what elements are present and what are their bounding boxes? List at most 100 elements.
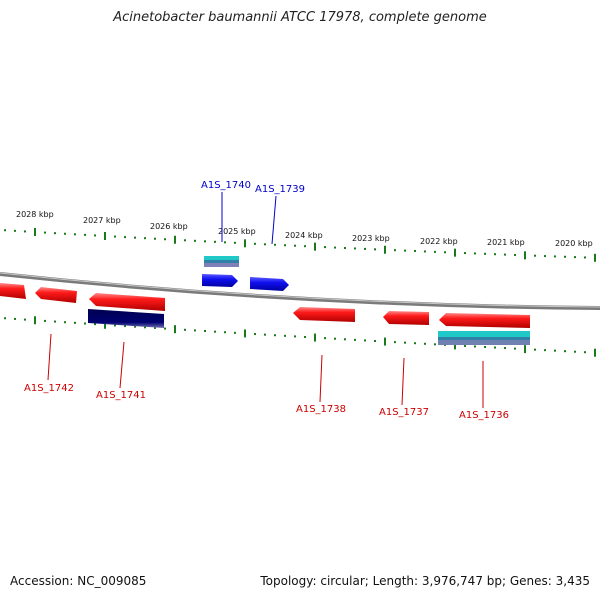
minor-tick xyxy=(374,248,376,251)
minor-tick xyxy=(134,236,136,239)
leader-line xyxy=(401,357,405,406)
gene-arrow-a1s-1739[interactable] xyxy=(250,277,289,291)
minor-tick xyxy=(324,337,326,340)
kbp-label: 2023 kbp xyxy=(352,234,390,243)
minor-tick xyxy=(4,317,6,320)
gene-label-a1s-1742[interactable]: A1S_1742 xyxy=(24,383,74,394)
minor-tick xyxy=(324,246,326,249)
gene-arrow-a1s-1736[interactable] xyxy=(439,313,530,328)
minor-tick xyxy=(404,341,406,344)
minor-tick xyxy=(564,350,566,353)
minor-tick xyxy=(274,334,276,337)
major-tick xyxy=(524,345,526,354)
gene-label-a1s-1739[interactable]: A1S_1739 xyxy=(255,184,305,195)
minor-tick xyxy=(494,253,496,256)
feature-cyan-bottom[interactable] xyxy=(438,331,530,345)
minor-tick xyxy=(204,330,206,333)
minor-tick xyxy=(294,244,296,247)
minor-tick xyxy=(74,321,76,324)
minor-tick xyxy=(194,239,196,242)
minor-tick xyxy=(4,229,6,232)
leader-line xyxy=(47,333,52,381)
minor-tick xyxy=(64,321,66,324)
minor-tick xyxy=(224,241,226,244)
feature-cyan-top[interactable] xyxy=(204,256,239,267)
minor-tick xyxy=(584,256,586,259)
minor-tick xyxy=(404,249,406,252)
gene-label-a1s-1741[interactable]: A1S_1741 xyxy=(96,390,146,401)
minor-tick xyxy=(254,242,256,245)
minor-tick xyxy=(374,339,376,342)
minor-tick xyxy=(364,247,366,250)
gene-arrow-a1s-1742[interactable] xyxy=(35,287,77,303)
gene-arrow-left-edge[interactable] xyxy=(0,283,26,299)
minor-tick xyxy=(484,252,486,255)
minor-tick xyxy=(124,236,126,239)
minor-tick xyxy=(154,326,156,329)
gene-arrow-a1s-1740[interactable] xyxy=(202,274,238,287)
minor-tick xyxy=(144,326,146,329)
kbp-label: 2028 kbp xyxy=(16,210,54,219)
minor-tick xyxy=(94,323,96,326)
minor-tick xyxy=(184,328,186,331)
minor-tick xyxy=(534,348,536,351)
minor-tick xyxy=(114,235,116,238)
minor-tick xyxy=(274,243,276,246)
minor-tick xyxy=(344,247,346,250)
minor-tick xyxy=(494,346,496,349)
major-tick xyxy=(384,337,386,346)
minor-tick xyxy=(214,240,216,243)
minor-tick xyxy=(434,250,436,253)
major-tick xyxy=(594,348,596,357)
minor-tick xyxy=(184,239,186,242)
minor-tick xyxy=(44,319,46,322)
major-tick xyxy=(34,316,36,325)
minor-tick xyxy=(304,245,306,248)
minor-tick xyxy=(284,244,286,247)
minor-tick xyxy=(554,255,556,258)
major-tick xyxy=(384,245,386,254)
gene-label-a1s-1737[interactable]: A1S_1737 xyxy=(379,407,429,418)
kbp-label: 2022 kbp xyxy=(420,237,458,246)
minor-tick xyxy=(224,331,226,334)
gene-arrow-a1s-1738[interactable] xyxy=(293,307,355,322)
minor-tick xyxy=(254,333,256,336)
genome-backbone-highlight xyxy=(0,272,600,308)
gene-label-a1s-1736[interactable]: A1S_1736 xyxy=(459,410,509,421)
gene-label-a1s-1738[interactable]: A1S_1738 xyxy=(296,404,346,415)
major-tick xyxy=(314,333,316,342)
kbp-label: 2020 kbp xyxy=(555,239,593,248)
minor-tick xyxy=(544,349,546,352)
minor-tick xyxy=(514,347,516,350)
kbp-label: 2024 kbp xyxy=(285,231,323,240)
minor-tick xyxy=(164,327,166,330)
minor-tick xyxy=(144,237,146,240)
major-tick xyxy=(174,235,176,244)
gene-label-a1s-1740[interactable]: A1S_1740 xyxy=(201,180,251,191)
minor-tick xyxy=(14,317,16,320)
leader-line xyxy=(119,341,125,389)
minor-tick xyxy=(414,250,416,253)
minor-tick xyxy=(364,339,366,342)
minor-tick xyxy=(574,256,576,259)
gene-arrow-a1s-1737[interactable] xyxy=(383,311,429,325)
minor-tick xyxy=(414,342,416,345)
minor-tick xyxy=(514,253,516,256)
minor-tick xyxy=(294,335,296,338)
minor-tick xyxy=(544,255,546,258)
feature-navy[interactable] xyxy=(88,309,164,328)
kbp-label: 2021 kbp xyxy=(487,238,525,247)
minor-tick xyxy=(484,346,486,349)
major-tick xyxy=(454,341,456,350)
minor-tick xyxy=(84,233,86,236)
minor-tick xyxy=(424,342,426,345)
gene-arrow-a1s-1741[interactable] xyxy=(89,293,165,311)
upper-tick-track xyxy=(4,228,596,262)
minor-tick xyxy=(304,335,306,338)
kbp-label: 2025 kbp xyxy=(218,227,256,236)
minor-tick xyxy=(114,324,116,327)
minor-tick xyxy=(194,329,196,332)
minor-tick xyxy=(94,234,96,237)
minor-tick xyxy=(214,330,216,333)
map-title: Acinetobacter baumannii ATCC 17978, comp… xyxy=(113,10,487,25)
